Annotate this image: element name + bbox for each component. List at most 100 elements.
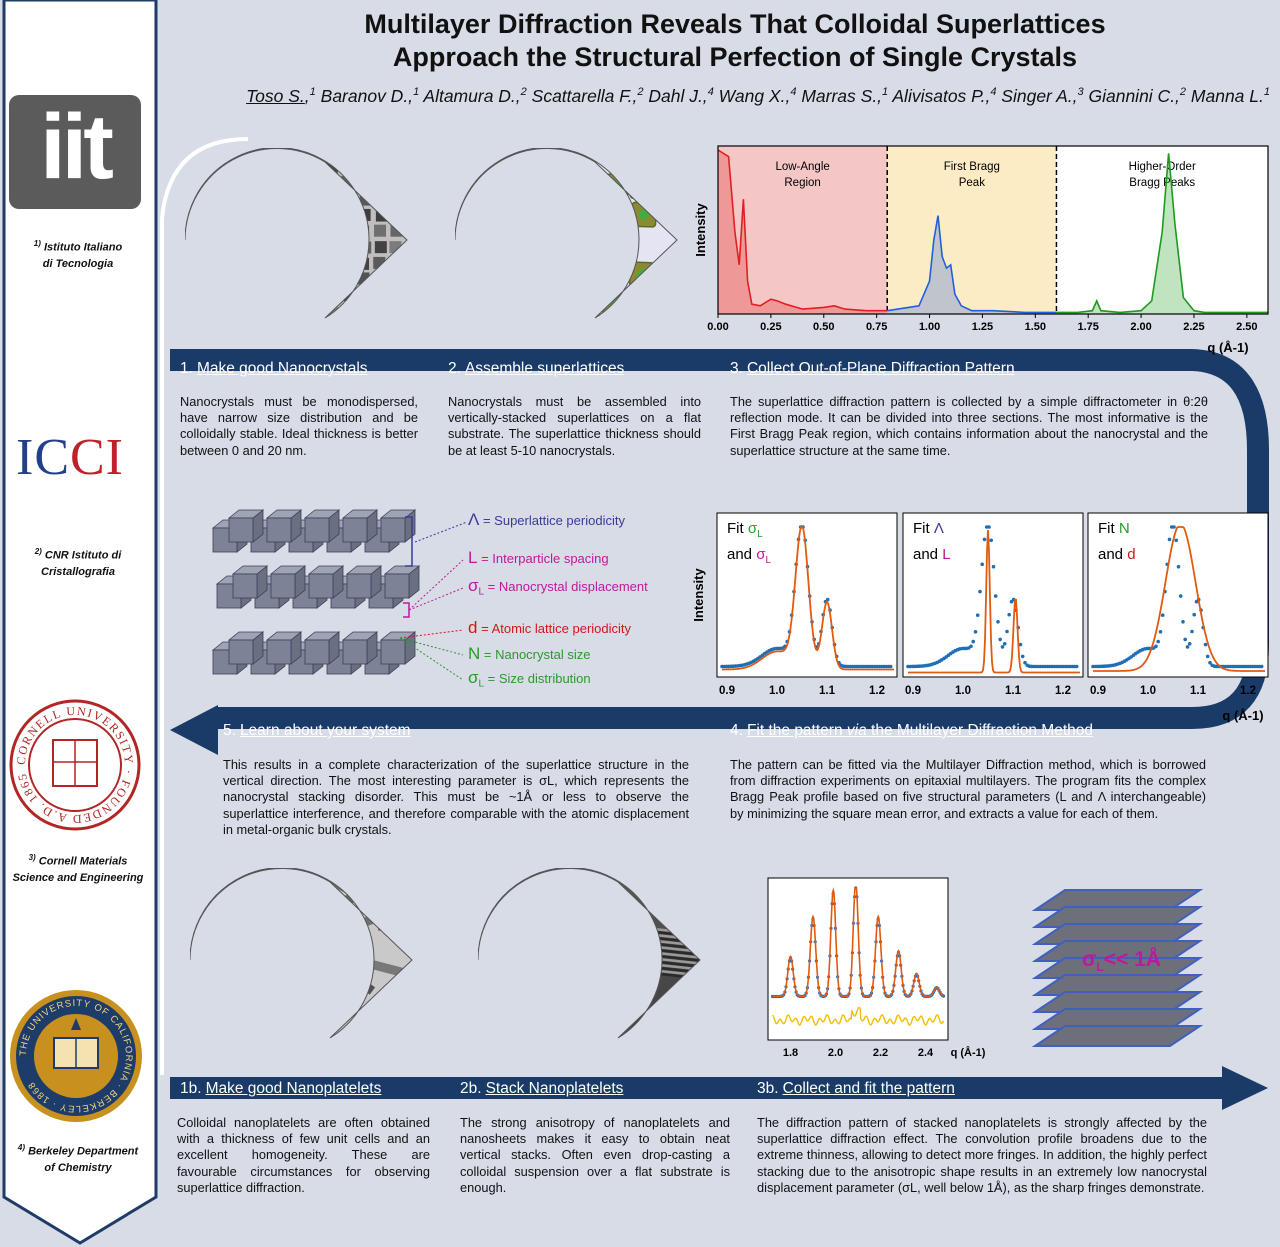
nanocrystal-square <box>246 290 259 303</box>
superlattice-domain-core <box>580 183 591 194</box>
superlattice-domain-core <box>516 330 526 333</box>
header-step-1-title: Make good Nanocrystals <box>196 360 368 377</box>
affiliation-2: 2) CNR Istituto di Cristallografia <box>8 544 148 580</box>
header-step-3b-number: 3b. <box>757 1080 779 1097</box>
superlattice-domain-core <box>610 329 620 333</box>
chart-region-label: First Bragg <box>944 161 1000 173</box>
superlattice-domain <box>455 230 479 259</box>
fit-data-point <box>1187 642 1192 646</box>
nanocrystal-square <box>341 241 354 254</box>
nanocrystal-square <box>391 258 404 271</box>
nanocrystal-square <box>311 288 324 301</box>
fit-panel-label-param: d <box>1127 546 1135 563</box>
nanoplatelet <box>397 1033 413 1039</box>
nanocrystal-square <box>373 290 386 303</box>
fit-data-point <box>1154 644 1158 649</box>
superlattice-domain-core <box>580 271 591 282</box>
nanocrystal-square <box>231 209 244 222</box>
affiliation-3-line2: Science and Engineering <box>12 871 144 884</box>
nanocrystal-square <box>325 288 338 301</box>
header-step-1b: 1b. Make good Nanoplatelets <box>180 1080 381 1098</box>
fit-data-point <box>989 538 993 543</box>
nanocrystal-square <box>358 289 371 302</box>
fit-panel-x-tick-label: 0.9 <box>905 685 921 697</box>
legend-n: N = Nanocrystal size <box>468 644 590 664</box>
superlattice-domain <box>455 265 481 293</box>
superlattice-domain-core <box>608 243 619 254</box>
legend-d: d = Atomic lattice periodicity <box>468 618 631 638</box>
header-step-1-number: 1. <box>180 360 193 377</box>
header-step-2-title: Assemble superlattices <box>464 360 625 377</box>
header-step-4-title-a: Fit the pattern <box>746 722 847 739</box>
nanocrystal-square <box>343 148 356 157</box>
ic-logo-right: CI <box>70 429 124 486</box>
fit-data-point <box>1018 642 1023 647</box>
fit-panel-label-param: σ <box>756 546 766 563</box>
nanocrystal-square <box>230 226 243 239</box>
fit-data-point <box>1181 620 1185 624</box>
nanoplatelet <box>235 927 283 952</box>
sidebar-background <box>2 0 158 1245</box>
superlattice-domain-core <box>638 209 649 220</box>
nanocrystal-square <box>279 160 292 173</box>
nanocrystal-square <box>185 306 196 319</box>
nanocrystal-square <box>325 225 338 238</box>
fit-data-point <box>993 594 998 598</box>
nanocrystal-square <box>262 305 275 318</box>
nanoplatelet-fit-chart: 1.8 2.0 2.2 2.4 q (Å-1) <box>767 877 986 1059</box>
superlattice-domain <box>510 233 539 262</box>
superlattice-domain <box>600 291 628 319</box>
iit-logo: iit <box>9 95 141 209</box>
nanocrystal-square <box>309 321 321 333</box>
legend-size-symbol: σ <box>468 668 479 687</box>
chart-x-tick-label: 1.75 <box>1077 321 1098 333</box>
nanocrystal-square <box>293 305 306 318</box>
nanocrystal-cube-front <box>342 517 368 543</box>
author-name: Wang X., <box>713 86 791 106</box>
nanoplatelet <box>292 929 326 948</box>
nanocrystal-square <box>213 240 226 253</box>
superlattice-domain <box>660 171 678 199</box>
superlattice-domain <box>481 235 508 261</box>
nanocrystal-square <box>277 305 290 318</box>
nanocrystal-square <box>245 321 257 333</box>
header-step-5-number: 5. <box>223 722 236 739</box>
superlattice-domain-core <box>461 274 472 285</box>
fit-panel-x-tick-label: 1.1 <box>819 685 836 697</box>
superlattice-domain-core <box>670 273 678 284</box>
nanocrystal-square <box>311 241 324 254</box>
fit-data-point <box>1023 660 1027 665</box>
superlattice-domain <box>571 262 600 290</box>
superlattice-domain <box>537 263 565 290</box>
nanocrystal-square <box>279 242 292 255</box>
superlattice-cube-diagram <box>211 509 468 681</box>
superlattice-domain-core <box>461 150 472 161</box>
nanocrystal-square <box>373 272 386 285</box>
legend-l-symbol: L <box>468 548 478 567</box>
nanocrystal-square <box>277 224 290 237</box>
author-name: Altamura D., <box>419 86 521 106</box>
fit-data-point <box>1002 642 1007 646</box>
chart-region-label: Low-Angle <box>775 161 829 173</box>
superlattice-domain <box>479 261 508 290</box>
np-fit-curve <box>772 887 944 998</box>
legend-sigma-l: σL = Nanocrystal displacement <box>468 576 648 598</box>
nanocrystal-cube-front <box>384 573 410 599</box>
legend-size-sub: L <box>478 678 485 690</box>
fit-data-point <box>1007 612 1011 617</box>
nanocrystal-cube-front <box>266 517 292 543</box>
author-affiliation-marker: 1 <box>1263 86 1270 99</box>
sigma-badge-text: << 1Å <box>1103 948 1161 971</box>
nanocrystal-square <box>359 162 372 175</box>
size-leader <box>399 637 464 681</box>
nanocrystal-square <box>200 320 212 332</box>
nanocrystal-square <box>310 178 323 191</box>
superlattice-domain <box>661 148 678 172</box>
chart-x-tick-label: 0.25 <box>760 321 781 333</box>
author-affiliation-marker: 1 <box>882 86 889 99</box>
superlattice-domain-core <box>487 304 498 315</box>
nanocrystal-square <box>293 272 306 285</box>
affiliation-2-line2: Cristallografia <box>41 565 115 578</box>
nanocrystal-square <box>311 224 324 237</box>
stacked-nanoplatelet-image <box>478 868 701 1039</box>
